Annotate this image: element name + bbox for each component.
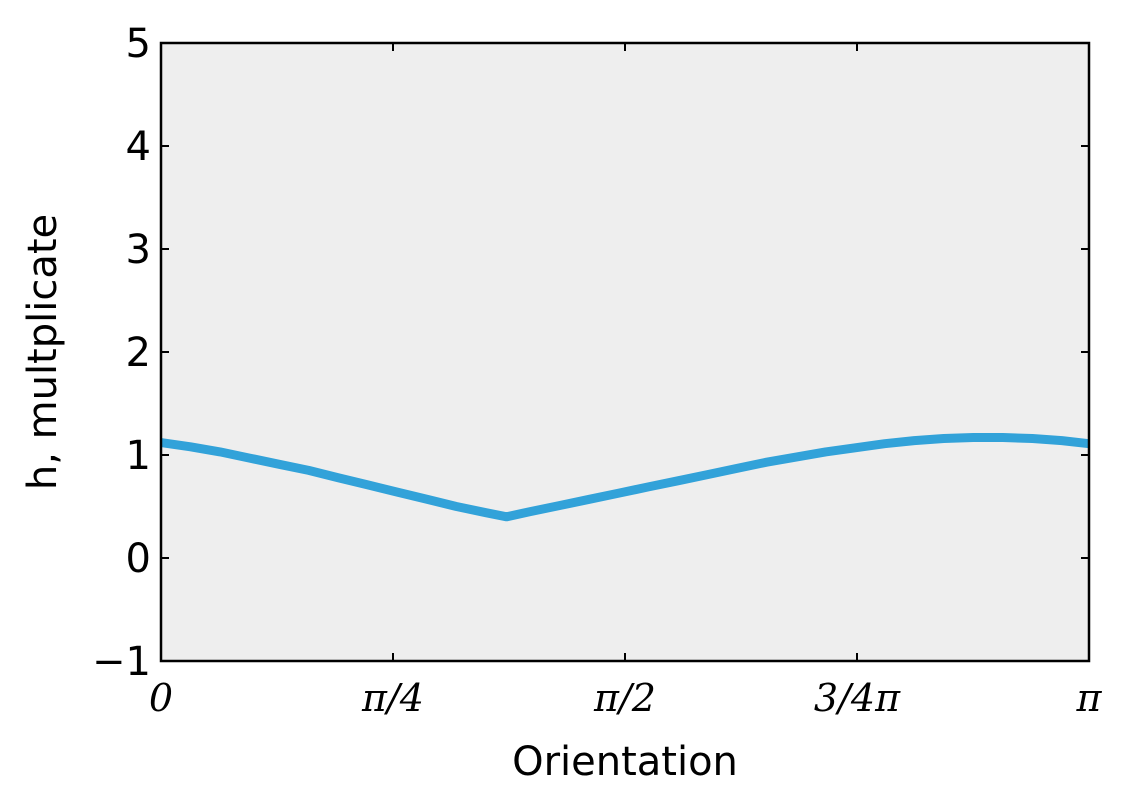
x-tick-label: 3/4π	[814, 676, 901, 720]
y-tick-label: 0	[126, 536, 151, 582]
y-tick-label: 1	[126, 433, 151, 479]
y-tick-label: 2	[126, 330, 151, 376]
series-line-0	[160, 433, 1090, 522]
series-layer	[160, 433, 1090, 522]
x-tick-label: π/4	[361, 676, 424, 720]
x-tick-label: π	[1076, 676, 1103, 720]
y-tick-label: 4	[126, 124, 151, 170]
y-tick-label: −1	[92, 639, 151, 685]
y-axis-label: h, multplicate	[20, 214, 66, 490]
y-tick-label: 3	[126, 227, 151, 273]
y-tick-label: 5	[126, 21, 151, 67]
x-axis-label: Orientation	[512, 739, 738, 785]
x-tick-label: π/2	[593, 676, 656, 720]
x-tick-label: 0	[149, 676, 173, 720]
plot-background	[161, 43, 1089, 661]
